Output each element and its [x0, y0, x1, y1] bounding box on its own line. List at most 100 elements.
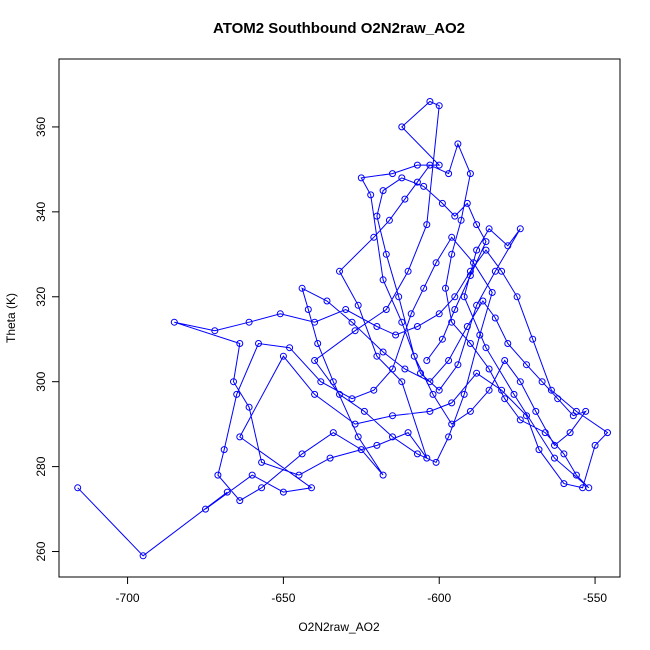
data-point	[466, 340, 474, 347]
data-point	[491, 267, 499, 275]
data-point	[482, 238, 490, 246]
data-point	[516, 378, 524, 386]
data-point	[236, 340, 244, 347]
data-point	[442, 284, 449, 292]
data-point	[582, 407, 590, 415]
data-point	[360, 407, 368, 415]
data-point	[389, 170, 396, 178]
data-point	[426, 161, 434, 169]
data-point	[404, 267, 412, 275]
data-point	[357, 446, 365, 454]
data-point	[398, 318, 406, 326]
data-point	[448, 399, 456, 407]
data-point	[435, 386, 443, 394]
data-point	[604, 429, 611, 437]
data-point	[463, 199, 471, 207]
data-point	[236, 433, 244, 441]
data-point	[435, 310, 443, 318]
data-point	[170, 318, 178, 326]
data-point	[304, 306, 312, 313]
data-point	[202, 505, 209, 513]
data-point	[482, 246, 490, 254]
y-axis: 260 280 300 320 340 360	[34, 117, 60, 562]
data-point	[417, 369, 424, 377]
data-point	[311, 318, 319, 326]
data-point	[445, 433, 453, 441]
data-point	[551, 441, 558, 449]
data-point	[438, 335, 446, 343]
data-point	[523, 412, 530, 420]
data-point	[236, 497, 244, 505]
data-point	[279, 352, 287, 360]
data-point	[342, 306, 350, 313]
y-tick-label: 300	[34, 371, 48, 391]
data-point	[473, 301, 481, 309]
data-point	[233, 390, 241, 398]
data-point	[245, 403, 253, 411]
data-point	[504, 340, 512, 347]
data-point	[389, 433, 396, 441]
data-point	[373, 352, 381, 360]
data-point	[314, 340, 322, 347]
data-point	[454, 140, 462, 148]
data-point	[560, 480, 568, 488]
data-point	[485, 365, 493, 373]
data-point	[501, 395, 509, 403]
data-point	[398, 174, 406, 182]
data-point	[445, 170, 453, 178]
data-point	[279, 488, 287, 496]
data-point	[379, 348, 387, 356]
data-point	[348, 395, 356, 403]
data-point	[479, 297, 487, 305]
data-point	[445, 357, 453, 364]
data-point	[448, 233, 456, 241]
data-point	[413, 450, 421, 458]
y-tick-label: 260	[34, 541, 48, 561]
data-point	[245, 318, 253, 326]
y-tick-label: 320	[34, 286, 48, 306]
data-point	[426, 378, 434, 386]
data-point	[426, 407, 434, 415]
data-point	[473, 369, 481, 377]
data-point	[392, 331, 400, 339]
data-point	[523, 361, 530, 369]
data-point	[535, 446, 543, 454]
data-point	[451, 293, 459, 301]
data-point	[379, 276, 387, 284]
data-point	[460, 390, 468, 398]
data-point	[432, 458, 440, 466]
data-point	[513, 293, 521, 301]
data-point	[298, 284, 306, 292]
data-point	[510, 390, 518, 398]
data-point	[311, 357, 319, 364]
data-point	[326, 454, 334, 462]
data-point	[435, 161, 443, 169]
data-point	[569, 412, 577, 420]
data-point	[413, 323, 421, 330]
data-point	[457, 216, 465, 224]
data-point	[591, 441, 599, 449]
data-point	[286, 344, 294, 352]
data-point	[230, 378, 237, 386]
data-point	[541, 429, 549, 437]
data-series	[74, 98, 611, 560]
series-line	[77, 100, 609, 557]
x-tick-label: -700	[116, 591, 140, 605]
data-point	[516, 225, 524, 233]
data-point	[485, 386, 493, 394]
data-point	[211, 327, 219, 335]
data-point	[354, 301, 362, 309]
x-axis: -700 -650 -600 -550	[116, 576, 607, 605]
data-point	[389, 365, 396, 373]
data-point	[420, 284, 428, 292]
data-point	[398, 378, 406, 386]
data-point	[491, 314, 499, 322]
data-point	[258, 458, 266, 466]
data-point	[572, 471, 580, 479]
data-point	[532, 407, 540, 415]
data-point	[382, 250, 390, 258]
y-axis-label: Theta (K)	[4, 293, 18, 343]
data-point	[423, 454, 431, 462]
data-point	[401, 195, 409, 203]
